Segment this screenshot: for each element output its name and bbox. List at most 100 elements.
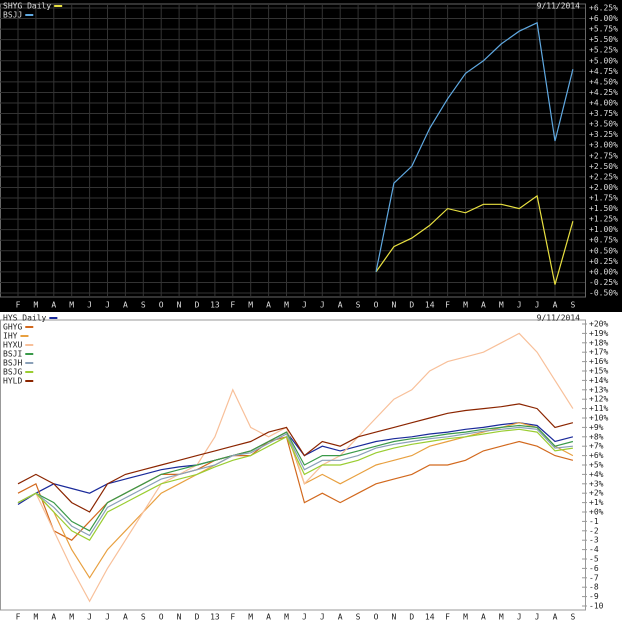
x-tick-label: M — [248, 301, 253, 310]
y-tick-label: +5.75% — [589, 25, 618, 34]
y-tick-label: -9 — [589, 592, 599, 601]
series-line — [17, 422, 574, 506]
x-tick-label: O — [374, 301, 379, 310]
y-tick-label: +3.25% — [589, 130, 618, 139]
x-tick-label: J — [87, 301, 92, 310]
y-tick-label: +4.25% — [589, 88, 618, 97]
x-tick-label: M — [463, 613, 468, 622]
y-tick-label: -4 — [589, 545, 599, 554]
y-tick-label: +0.75% — [589, 236, 618, 245]
y-tick-label: +5.50% — [589, 35, 618, 44]
x-tick-label: M — [284, 301, 289, 310]
legend-label: SHYG Daily — [3, 2, 51, 11]
y-tick-label: +14% — [589, 376, 608, 385]
y-tick-label: +15% — [589, 367, 608, 376]
y-tick-label: -6 — [589, 564, 599, 573]
y-tick-label: +19% — [589, 329, 608, 338]
y-tick-label: +4.75% — [589, 67, 618, 76]
top-chart: +6.25%+6.00% +5.75%+5.50% +5.25%+5.00% +4.7… — [0, 0, 622, 312]
legend-label: HYLD — [3, 377, 22, 386]
y-tick-label: +0% — [589, 508, 604, 517]
y-tick-label: +5.00% — [589, 56, 618, 65]
y-tick-label: +4.00% — [589, 99, 618, 108]
series-line — [17, 426, 573, 537]
y-tick-label: +10% — [589, 414, 608, 423]
x-tick-label: F — [16, 301, 21, 310]
x-tick-label: N — [177, 613, 182, 622]
date-label: 9/11/2014 — [537, 2, 581, 11]
y-tick-label: +3% — [589, 479, 604, 488]
y-tick-label: +6% — [589, 451, 604, 460]
y-tick-label: -3 — [589, 536, 599, 545]
x-tick-label: A — [51, 613, 56, 622]
legend-label: BSJG — [3, 368, 22, 377]
y-tick-label: +1.00% — [589, 225, 618, 234]
y-tick-label: -0.50% — [589, 289, 618, 298]
y-tick-label: -1 — [589, 517, 599, 526]
x-tick-label: N — [391, 301, 396, 310]
x-tick-label: A — [123, 301, 128, 310]
x-tick-label: J — [320, 301, 325, 310]
x-tick-label: S — [356, 613, 361, 622]
y-tick-label: +2.25% — [589, 172, 618, 181]
legend-label: BSJI — [3, 350, 22, 359]
y-tick-label: +4% — [589, 470, 604, 479]
x-tick-label: O — [374, 613, 379, 622]
x-tick-label: D — [195, 301, 200, 310]
y-tick-label: +11% — [589, 404, 608, 413]
x-tick-label: J — [105, 613, 110, 622]
series-line — [17, 403, 574, 513]
y-tick-label: -5 — [589, 555, 599, 564]
x-tick-label: A — [266, 301, 271, 310]
x-tick-label: M — [463, 301, 468, 310]
y-tick-label: +0.25% — [589, 257, 618, 266]
series-line — [375, 21, 574, 273]
y-tick-label: +3.75% — [589, 109, 618, 118]
y-tick-label: -8 — [589, 583, 599, 592]
legend-label: BSJJ — [3, 11, 22, 20]
x-tick-label: M — [248, 613, 253, 622]
x-tick-label: S — [141, 301, 146, 310]
y-tick-label: +5.25% — [589, 46, 618, 55]
y-tick-label: +1.50% — [589, 204, 618, 213]
y-tick-label: +13% — [589, 385, 608, 394]
x-tick-label: M — [33, 613, 38, 622]
x-tick-label: M — [499, 301, 504, 310]
x-tick-label: A — [266, 613, 271, 622]
x-tick-label: M — [499, 613, 504, 622]
x-tick-label: A — [481, 613, 486, 622]
x-tick-label: F — [445, 613, 450, 622]
x-tick-label: J — [87, 613, 92, 622]
x-tick-label: F — [16, 613, 21, 622]
x-tick-label: O — [159, 301, 164, 310]
x-tick-label: O — [159, 613, 164, 622]
y-tick-label: +1.25% — [589, 215, 618, 224]
x-tick-label: J — [105, 301, 110, 310]
legend-label: HYS Daily — [3, 314, 47, 323]
x-tick-label: J — [517, 301, 522, 310]
x-tick-label: J — [535, 613, 540, 622]
x-tick-label: A — [123, 613, 128, 622]
y-tick-label: +1.75% — [589, 194, 618, 203]
y-tick-label: +2.50% — [589, 162, 618, 171]
series-line — [17, 424, 574, 532]
x-tick-label: M — [33, 301, 38, 310]
x-tick-label: 14 — [425, 613, 435, 622]
x-tick-label: A — [338, 613, 343, 622]
y-tick-label: +18% — [589, 338, 608, 347]
y-tick-label: +2% — [589, 489, 604, 498]
x-tick-label: S — [356, 301, 361, 310]
x-tick-label: S — [570, 301, 575, 310]
y-tick-label: +5% — [589, 461, 604, 470]
y-tick-label: +0.50% — [589, 246, 618, 255]
x-tick-label: A — [553, 301, 558, 310]
legend-label: BSJH — [3, 359, 22, 368]
y-tick-label: +2.75% — [589, 151, 618, 160]
x-tick-label: 13 — [210, 613, 220, 622]
x-tick-label: D — [195, 613, 200, 622]
x-tick-label: J — [517, 613, 522, 622]
x-tick-label: M — [69, 613, 74, 622]
x-tick-label: J — [302, 301, 307, 310]
x-tick-label: F — [230, 613, 235, 622]
